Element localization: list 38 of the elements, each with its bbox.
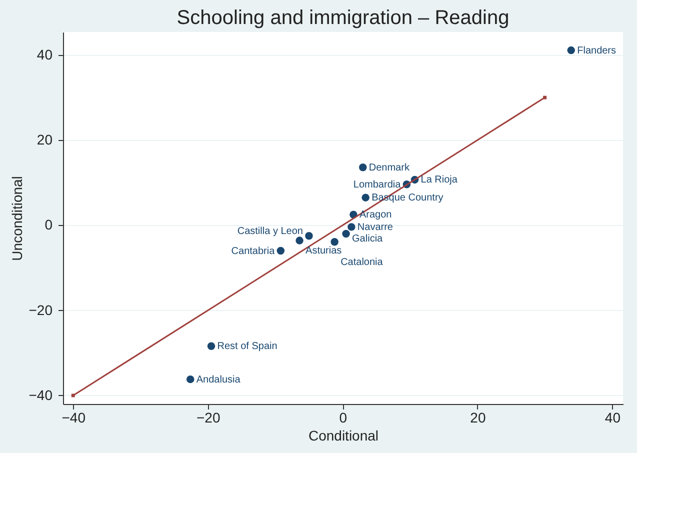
point <box>348 223 356 231</box>
annotation: Rest of Spain <box>217 341 278 352</box>
x-tick-label: 0 <box>339 410 348 426</box>
annotation: Castilla y Leon <box>237 226 303 237</box>
point <box>359 163 367 172</box>
point <box>186 375 194 384</box>
annotation: Denmark <box>368 162 410 174</box>
point <box>305 232 313 240</box>
y-tick-label: 0 <box>44 216 53 233</box>
point <box>362 194 370 202</box>
y-tick-label: 20 <box>36 132 53 148</box>
x-tick-label: 40 <box>604 410 621 426</box>
y-tick-label: −40 <box>28 386 53 403</box>
annotation: Aragon <box>359 210 392 221</box>
annotation: Galicia <box>352 234 384 245</box>
annotation: Navarre <box>357 222 394 233</box>
point <box>342 230 350 238</box>
annotation: Cantabria <box>231 246 276 257</box>
annotation: Lombardia <box>353 179 402 190</box>
chart-title: Schooling and immigration – Reading <box>176 7 510 29</box>
x-tick-label: −40 <box>62 410 86 426</box>
annotation: Asturias <box>306 246 342 257</box>
annotation: Catalonia <box>340 256 384 268</box>
x-axis-title: Conditional <box>308 428 379 444</box>
annotation: Flanders <box>577 45 616 56</box>
x-tick-label: 20 <box>470 410 486 426</box>
point <box>276 246 285 255</box>
point <box>296 236 304 244</box>
y-axis-title: Unconditional <box>8 176 25 261</box>
annotation: La Rioja <box>420 174 458 186</box>
y-tick-label: −20 <box>28 302 53 318</box>
point <box>207 342 216 350</box>
annotation: Andalusia <box>196 374 241 386</box>
point <box>543 96 547 100</box>
point <box>567 46 575 54</box>
point <box>330 238 338 246</box>
x-tick-label: −20 <box>196 410 220 426</box>
y-tick-label: 40 <box>36 46 53 62</box>
